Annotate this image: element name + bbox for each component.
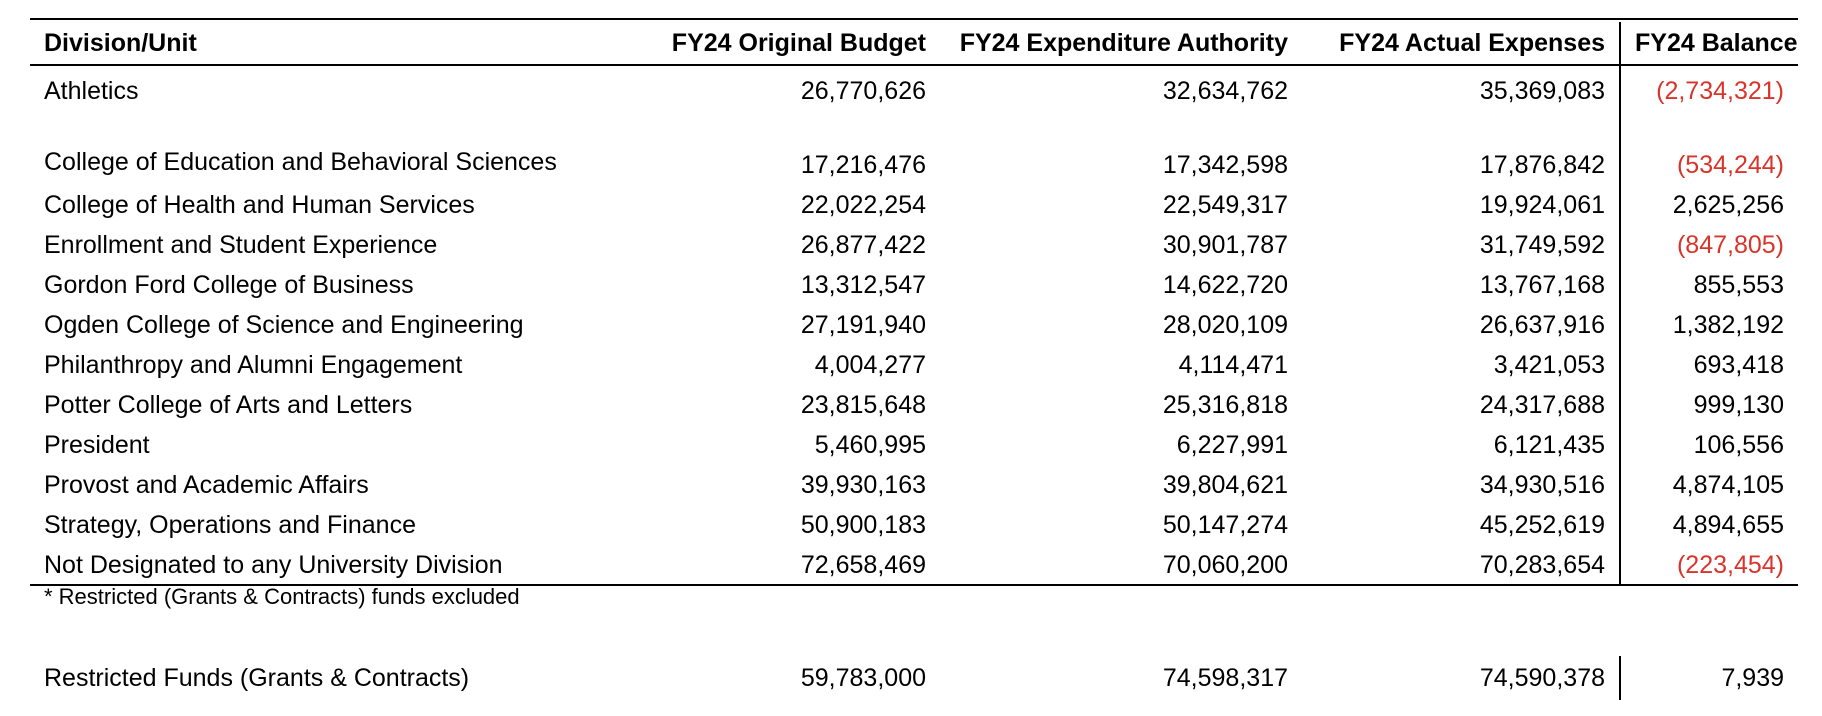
header-division: Division/Unit bbox=[30, 22, 595, 66]
cell-original-budget: 22,022,254 bbox=[800, 191, 926, 219]
restricted-original-budget: 59,783,000 bbox=[800, 663, 926, 692]
cell-expenditure-authority: 17,342,598 bbox=[1162, 151, 1288, 179]
header-row: Division/Unit FY24 Original Budget FY24 … bbox=[30, 22, 1798, 66]
cell-balance: 4,894,655 bbox=[1619, 500, 1798, 540]
cell-division: Potter College of Arts and Letters bbox=[44, 391, 413, 419]
cell-original-budget: 72,658,469 bbox=[595, 540, 940, 586]
cell-actual-expenses: 24,317,688 bbox=[1479, 391, 1605, 419]
table-row: College of Education and Behavioral Scie… bbox=[30, 106, 1798, 180]
table-row: Gordon Ford College of Business 13,312,54… bbox=[30, 260, 1798, 300]
cell-actual-expenses: 3,421,053 bbox=[1493, 351, 1605, 379]
restricted-actual-expenses: 74,590,378 bbox=[1479, 663, 1605, 692]
cell-balance: (223,454) bbox=[1619, 540, 1798, 586]
table-row: Athletics 26,770,626 32,634,762 35,369,083 (… bbox=[30, 65, 1798, 106]
cell-expenditure-authority: 25,316,818 bbox=[1162, 391, 1288, 419]
cell-original-budget: 26,770,626 bbox=[800, 77, 926, 105]
cell-expenditure-authority: 14,622,720 bbox=[1162, 271, 1288, 299]
restricted-balance: 7,939 bbox=[1619, 656, 1798, 700]
cell-expenditure-authority: 70,060,200 bbox=[940, 540, 1302, 586]
cell-original-budget: 39,930,163 bbox=[800, 471, 926, 499]
table-row: Not Designated to any University Divisio… bbox=[30, 540, 1798, 586]
header-balance: FY24 Balance bbox=[1619, 22, 1798, 66]
cell-expenditure-authority: 30,901,787 bbox=[1162, 231, 1288, 259]
cell-division: Athletics bbox=[44, 77, 139, 105]
cell-division: President bbox=[44, 431, 150, 459]
budget-sheet: Division/Unit FY24 Original Budget FY24 … bbox=[30, 18, 1798, 586]
cell-original-budget: 4,004,277 bbox=[814, 351, 926, 379]
restricted-table: Restricted Funds (Grants & Contracts) 59… bbox=[30, 656, 1798, 700]
cell-original-budget: 23,815,648 bbox=[800, 391, 926, 419]
cell-balance: 2,625,256 bbox=[1619, 180, 1798, 220]
budget-table: Division/Unit FY24 Original Budget FY24 … bbox=[30, 18, 1798, 586]
cell-actual-expenses: 31,749,592 bbox=[1479, 231, 1605, 259]
cell-balance: 4,874,105 bbox=[1619, 460, 1798, 500]
table-row: Potter College of Arts and Letters 23,815… bbox=[30, 380, 1798, 420]
cell-balance: (2,734,321) bbox=[1619, 65, 1798, 106]
cell-actual-expenses: 26,637,916 bbox=[1479, 311, 1605, 339]
cell-balance: 855,553 bbox=[1619, 260, 1798, 300]
table-row: College of Health and Human Services 22,0… bbox=[30, 180, 1798, 220]
cell-expenditure-authority: 50,147,274 bbox=[1162, 511, 1288, 539]
cell-division: Ogden College of Science and Engineering bbox=[44, 311, 524, 339]
cell-original-budget: 5,460,995 bbox=[814, 431, 926, 459]
table-row: Philanthropy and Alumni Engagement 4,004,… bbox=[30, 340, 1798, 380]
table-row: President 5,460,995 6,227,991 6,121,435 106,… bbox=[30, 420, 1798, 460]
restricted-division: Restricted Funds (Grants & Contracts) bbox=[44, 663, 470, 692]
cell-actual-expenses: 19,924,061 bbox=[1479, 191, 1605, 219]
cell-expenditure-authority: 28,020,109 bbox=[1162, 311, 1288, 339]
header-expenditure-authority: FY24 Expenditure Authority bbox=[940, 22, 1302, 66]
cell-actual-expenses: 34,930,516 bbox=[1479, 471, 1605, 499]
header-actual-expenses: FY24 Actual Expenses bbox=[1302, 22, 1620, 66]
restricted-expenditure-authority: 74,598,317 bbox=[1162, 663, 1288, 692]
cell-balance: 1,382,192 bbox=[1619, 300, 1798, 340]
cell-division: Strategy, Operations and Finance bbox=[44, 511, 416, 539]
footnote: * Restricted (Grants & Contracts) funds … bbox=[44, 584, 520, 609]
cell-balance: (847,805) bbox=[1619, 220, 1798, 260]
cell-original-budget: 50,900,183 bbox=[800, 511, 926, 539]
cell-actual-expenses: 13,767,168 bbox=[1479, 271, 1605, 299]
cell-division: College of Education and Behavioral Scie… bbox=[44, 148, 557, 176]
cell-division: College of Health and Human Services bbox=[44, 191, 475, 219]
header-original-budget: FY24 Original Budget bbox=[595, 22, 940, 66]
cell-actual-expenses: 45,252,619 bbox=[1479, 511, 1605, 539]
cell-balance: (534,244) bbox=[1619, 106, 1798, 180]
cell-actual-expenses: 35,369,083 bbox=[1479, 77, 1605, 105]
cell-balance: 106,556 bbox=[1619, 420, 1798, 460]
cell-expenditure-authority: 39,804,621 bbox=[1162, 471, 1288, 499]
cell-balance: 999,130 bbox=[1619, 380, 1798, 420]
table-row: Provost and Academic Affairs 39,930,163 39… bbox=[30, 460, 1798, 500]
cell-expenditure-authority: 6,227,991 bbox=[1176, 431, 1288, 459]
cell-division: Provost and Academic Affairs bbox=[44, 471, 369, 499]
cell-original-budget: 13,312,547 bbox=[800, 271, 926, 299]
cell-original-budget: 17,216,476 bbox=[800, 151, 926, 179]
cell-expenditure-authority: 32,634,762 bbox=[1162, 77, 1288, 105]
cell-original-budget: 26,877,422 bbox=[800, 231, 926, 259]
cell-division: Philanthropy and Alumni Engagement bbox=[44, 351, 463, 379]
table-row: Enrollment and Student Experience 26,877,… bbox=[30, 220, 1798, 260]
table-row: Strategy, Operations and Finance 50,900,1… bbox=[30, 500, 1798, 540]
cell-division: Enrollment and Student Experience bbox=[44, 231, 438, 259]
restricted-funds-section: Restricted Funds (Grants & Contracts) 59… bbox=[30, 656, 1798, 700]
cell-expenditure-authority: 22,549,317 bbox=[1162, 191, 1288, 219]
cell-original-budget: 27,191,940 bbox=[800, 311, 926, 339]
cell-actual-expenses: 70,283,654 bbox=[1302, 540, 1620, 586]
cell-actual-expenses: 17,876,842 bbox=[1479, 151, 1605, 179]
cell-actual-expenses: 6,121,435 bbox=[1493, 431, 1605, 459]
restricted-row: Restricted Funds (Grants & Contracts) 59… bbox=[30, 656, 1798, 700]
cell-expenditure-authority: 4,114,471 bbox=[1178, 351, 1288, 379]
cell-division: Gordon Ford College of Business bbox=[44, 271, 414, 299]
table-row: Ogden College of Science and Engineering… bbox=[30, 300, 1798, 340]
cell-balance: 693,418 bbox=[1619, 340, 1798, 380]
cell-division: Not Designated to any University Divisio… bbox=[30, 540, 595, 586]
